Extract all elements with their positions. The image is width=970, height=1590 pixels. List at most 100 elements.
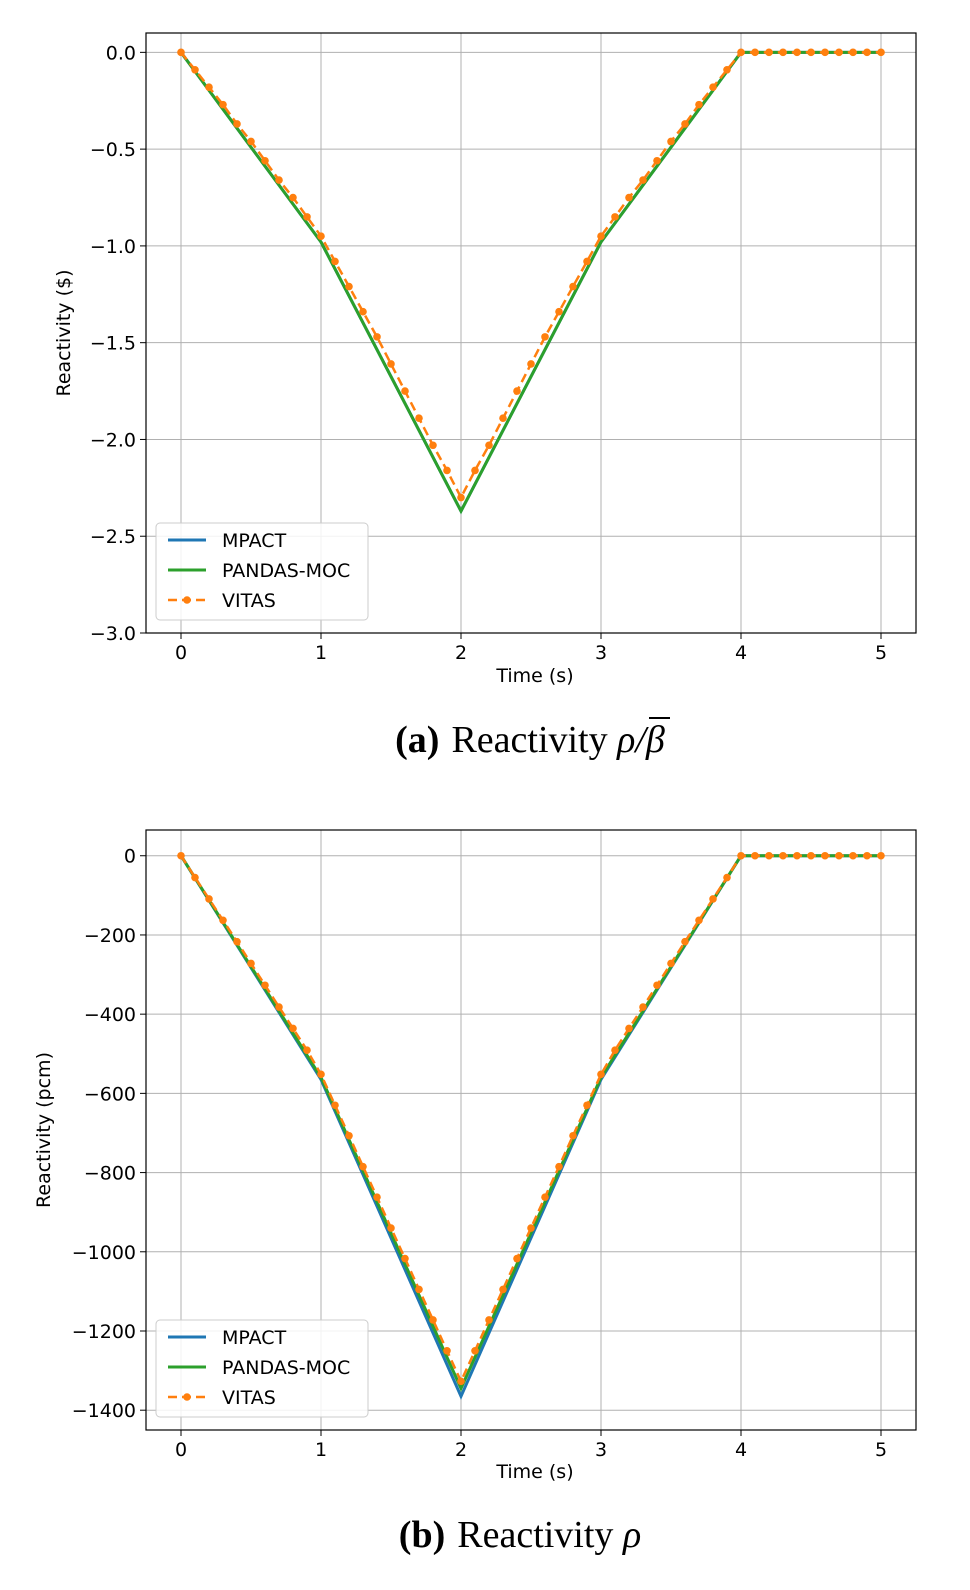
data-point-vitas [639, 176, 647, 184]
x-tick-label: 2 [455, 642, 467, 664]
data-point-vitas [541, 1193, 549, 1201]
data-point-vitas [653, 981, 661, 990]
y-axis-label: Reactivity ($) [53, 269, 75, 396]
x-tick-label: 0 [175, 642, 187, 664]
caption-a-math: ρ/β [616, 719, 665, 761]
data-point-vitas [695, 916, 703, 925]
data-point-vitas [625, 193, 633, 202]
data-point-vitas [527, 1224, 535, 1232]
data-point-vitas [401, 387, 409, 395]
data-point-vitas [793, 851, 801, 860]
data-point-vitas [695, 100, 703, 109]
data-point-vitas [849, 851, 857, 860]
data-point-vitas [191, 65, 199, 74]
data-point-vitas [793, 48, 801, 57]
legend-box [155, 522, 369, 621]
data-point-vitas [261, 156, 269, 165]
y-tick-label: −0.5 [90, 139, 136, 161]
y-tick-label: −600 [84, 1083, 136, 1105]
legend-label: PANDAS-MOC [222, 560, 350, 582]
caption-b-tag: (b) [399, 1514, 445, 1556]
chart-panel-b: 0 1 2 3 4 5 0 −200 −400 −600 −800 −1000 −1200 −1400 Ti… [33, 829, 917, 1483]
data-point-vitas [709, 895, 717, 903]
y-tick-label: −3.0 [90, 623, 136, 645]
data-point-vitas [443, 466, 451, 475]
y-axis-label: Reactivity (pcm) [33, 1052, 55, 1208]
plot-frame [145, 829, 917, 1431]
data-point-vitas [275, 176, 283, 184]
x-tick-label: 5 [875, 1439, 887, 1461]
x-axis-label: Time (s) [495, 1461, 573, 1483]
data-point-vitas [737, 48, 745, 57]
series-line-mpact [179, 854, 881, 1401]
data-point-vitas [485, 1316, 493, 1324]
data-point-vitas [569, 1131, 577, 1140]
data-point-vitas [513, 387, 521, 395]
caption-b-text: Reactivity [457, 1514, 623, 1556]
data-point-vitas [261, 981, 269, 990]
data-point-vitas [667, 959, 675, 968]
y-tick-label: −200 [84, 925, 136, 947]
data-point-vitas [331, 1101, 339, 1110]
caption-a: (a) Reactivity ρ/β [395, 719, 665, 761]
data-point-vitas [177, 851, 185, 860]
series-line-mpact [179, 50, 881, 515]
data-point-vitas [863, 48, 871, 57]
data-point-vitas [219, 100, 227, 109]
y-tick-label: −1.5 [90, 333, 136, 355]
data-point-vitas [415, 414, 423, 422]
data-point-vitas [317, 1070, 325, 1079]
data-point-vitas [499, 1285, 507, 1294]
data-point-vitas [513, 1254, 521, 1263]
data-point-vitas [611, 1046, 619, 1054]
data-point-vitas [611, 213, 619, 221]
data-point-vitas [779, 48, 787, 57]
data-point-vitas [401, 1254, 409, 1263]
x-tick-label: 5 [875, 642, 887, 664]
x-tick-label: 4 [735, 642, 747, 664]
data-point-vitas [751, 851, 759, 860]
x-tick-label: 2 [455, 1439, 467, 1461]
data-point-vitas [219, 916, 227, 925]
caption-a-tag: (a) [395, 719, 439, 761]
x-tick-label: 1 [315, 1439, 327, 1461]
data-point-vitas [625, 1024, 633, 1033]
data-point-vitas [723, 873, 731, 882]
data-point-vitas [779, 851, 787, 860]
x-tick-label: 4 [735, 1439, 747, 1461]
y-tick-label: −400 [84, 1004, 136, 1026]
data-point-vitas [331, 257, 339, 266]
data-point-vitas [373, 1193, 381, 1201]
caption-a-text: Reactivity [451, 719, 617, 761]
data-point-vitas [737, 851, 745, 860]
x-tick-label: 3 [595, 1439, 607, 1461]
x-tick-label: 3 [595, 642, 607, 664]
data-point-vitas [835, 851, 843, 860]
y-tick-label: −1200 [72, 1321, 136, 1343]
data-point-vitas [387, 1224, 395, 1232]
data-point-vitas [233, 120, 241, 128]
data-point-vitas [555, 1162, 563, 1171]
y-tick-label: −2.5 [90, 526, 136, 548]
data-point-vitas [205, 895, 213, 903]
data-point-vitas [289, 1024, 297, 1033]
data-point-vitas [569, 282, 577, 291]
data-point-vitas [471, 1346, 479, 1355]
data-point-vitas [191, 873, 199, 882]
series-line-pandas-moc [179, 50, 881, 515]
legend-label: MPACT [222, 530, 287, 552]
legend: MPACT PANDAS-MOC VITAS [155, 1319, 369, 1418]
data-point-vitas [597, 1070, 605, 1079]
series-line-pandas-moc [179, 854, 881, 1393]
data-point-vitas [541, 333, 549, 341]
data-point-vitas [821, 48, 829, 57]
data-point-vitas [597, 232, 605, 241]
data-point-vitas [751, 48, 759, 57]
data-point-vitas [849, 48, 857, 57]
y-tick-label: 0.0 [106, 42, 136, 64]
data-point-vitas [499, 414, 507, 422]
data-point-vitas [303, 213, 311, 221]
data-point-vitas [527, 360, 535, 368]
data-point-vitas [723, 65, 731, 74]
